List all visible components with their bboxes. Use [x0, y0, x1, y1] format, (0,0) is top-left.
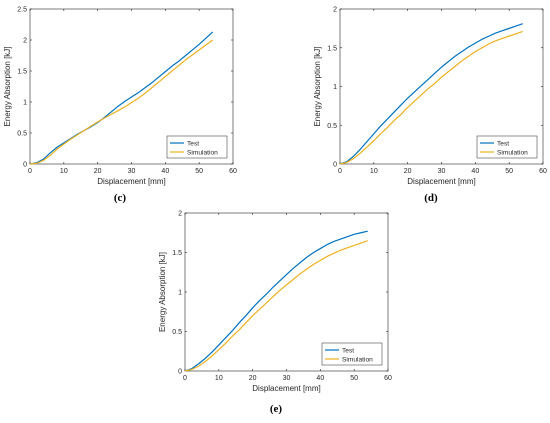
x-tick-label: 60	[384, 375, 392, 382]
y-tick-label: 0.5	[327, 123, 337, 130]
legend-label: Test	[497, 140, 509, 147]
panel-label: (c)	[114, 192, 127, 204]
y-axis-label: Energy Absorption [kJ]	[3, 46, 12, 126]
y-tick-label: 1	[178, 290, 182, 297]
x-tick-label: 50	[505, 168, 513, 175]
legend-label: Simulation	[497, 149, 528, 156]
panel-label: (d)	[424, 192, 438, 204]
series-line-simulation	[184, 240, 368, 372]
y-tick-label: 2	[23, 38, 27, 45]
x-tick-label: 30	[438, 168, 446, 175]
series-line-test	[29, 31, 214, 165]
x-tick-label: 50	[350, 375, 358, 382]
x-axis-label: Displacement [mm]	[97, 177, 165, 186]
series-line-test	[339, 23, 523, 165]
y-tick-label: 1	[23, 100, 27, 107]
series-line-simulation	[339, 30, 523, 165]
y-tick-label: 2.5	[17, 7, 27, 14]
y-tick-label: 0.5	[17, 131, 27, 138]
x-tick-label: 0	[183, 375, 187, 382]
chart-panel-1: 0 10 20 30 40 50 60 0 0.5 1 1.5 2 Displacement [mm] E…	[313, 7, 547, 187]
y-tick-label: 1.5	[17, 69, 27, 76]
x-tick-label: 30	[283, 375, 291, 382]
y-tick-label: 2	[333, 7, 337, 14]
x-tick-label: 10	[215, 375, 223, 382]
series-line-test	[184, 230, 368, 372]
legend-label: Test	[342, 347, 354, 354]
legend: Test Simulation	[476, 135, 538, 159]
x-tick-label: 40	[316, 375, 324, 382]
y-axis-label: Energy Absorption [kJ]	[313, 46, 322, 126]
y-tick-label: 0	[178, 369, 182, 376]
x-tick-label: 10	[60, 168, 68, 175]
y-tick-label: 0.5	[172, 329, 182, 336]
x-tick-label: 40	[161, 168, 169, 175]
legend-label: Test	[187, 140, 199, 147]
x-tick-label: 0	[28, 168, 32, 175]
x-tick-label: 30	[128, 168, 136, 175]
legend-label: Simulation	[187, 149, 218, 156]
panel-label: (e)	[270, 403, 283, 415]
y-tick-label: 0	[333, 162, 337, 169]
x-tick-label: 10	[370, 168, 378, 175]
x-axis-label: Displacement [mm]	[407, 177, 475, 186]
x-tick-label: 20	[404, 168, 412, 175]
y-tick-label: 2	[178, 211, 182, 218]
y-tick-label: 1.5	[172, 250, 182, 257]
y-tick-label: 0	[23, 162, 27, 169]
x-tick-label: 60	[229, 168, 237, 175]
x-axis-label: Displacement [mm]	[252, 384, 320, 393]
x-tick-label: 50	[195, 168, 203, 175]
legend: Test Simulation	[321, 342, 383, 366]
y-tick-label: 1.5	[327, 45, 337, 52]
x-tick-label: 20	[94, 168, 102, 175]
legend: Test Simulation	[166, 135, 228, 159]
chart-panel-2: 0 10 20 30 40 50 60 0 0.5 1 1.5 2 Displacement [mm] E…	[158, 211, 392, 394]
x-tick-label: 60	[539, 168, 547, 175]
chart-panel-0: 0 10 20 30 40 50 60 0 0.5 1 1.5 2 2.5 Displacement [m…	[3, 7, 237, 187]
x-tick-label: 0	[338, 168, 342, 175]
x-tick-label: 40	[471, 168, 479, 175]
y-axis-label: Energy Absorption [kJ]	[158, 252, 167, 332]
y-tick-label: 1	[333, 84, 337, 91]
x-tick-label: 20	[249, 375, 257, 382]
series-line-simulation	[29, 39, 214, 165]
legend-label: Simulation	[342, 356, 373, 363]
